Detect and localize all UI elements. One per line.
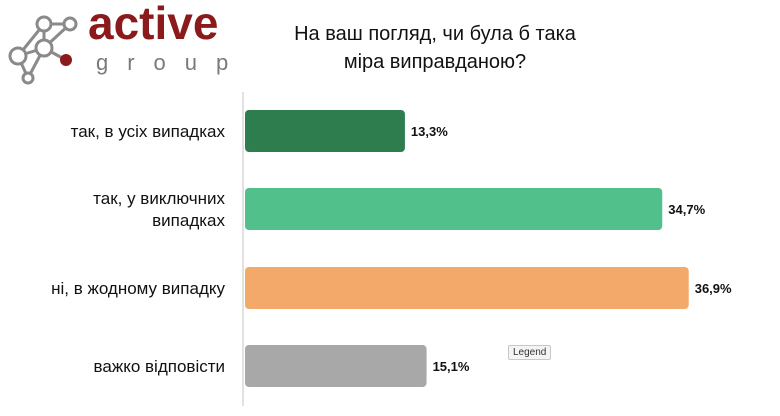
chart-title-line-2: міра виправданою? (343, 51, 527, 73)
network-logo-icon (8, 15, 78, 85)
category-label-1-line-1: випадках (152, 211, 225, 230)
category-label-3: важко відповісти (94, 357, 225, 376)
value-label-1: 34,7% (668, 202, 705, 217)
category-label-0: так, в усіх випадках (71, 122, 226, 141)
category-label-1-line-0: так, у виключних (93, 189, 225, 208)
category-label-2: ні, в жодному випадку (51, 279, 225, 298)
legend-chip[interactable]: Legend (508, 345, 552, 360)
bar-1 (245, 188, 663, 230)
brand-subtitle: group (96, 50, 248, 75)
chart-title: На ваш погляд, чи була б така міра випра… (265, 20, 605, 76)
bar-0 (245, 110, 405, 152)
chart-title-line-1: На ваш погляд, чи була б така (294, 23, 576, 45)
brand-name: active (88, 0, 219, 49)
brand-logo: active group (0, 0, 240, 90)
value-label-3: 15,1% (433, 359, 470, 374)
value-label-2: 36,9% (695, 281, 732, 296)
bar-2 (245, 267, 689, 309)
value-label-0: 13,3% (411, 124, 448, 139)
bar-3 (245, 345, 427, 387)
